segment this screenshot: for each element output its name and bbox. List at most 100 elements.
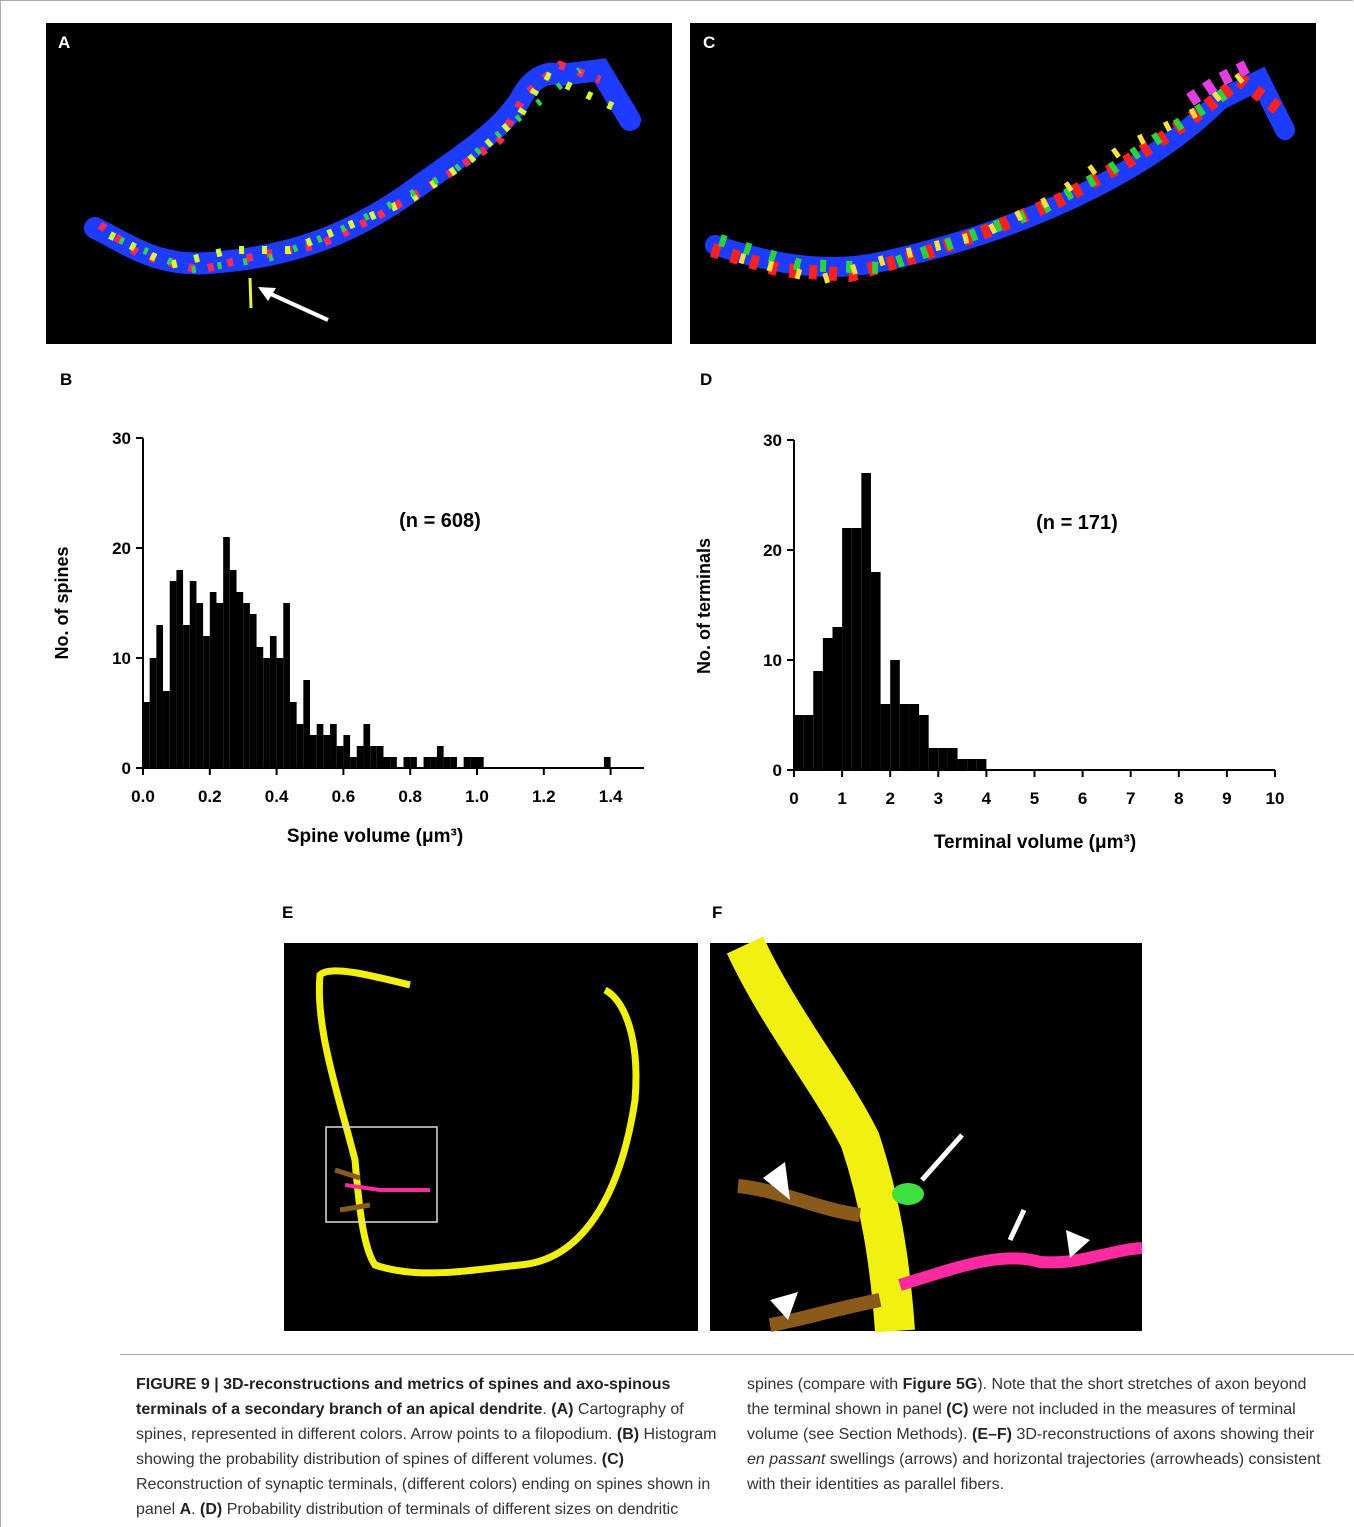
bar bbox=[423, 757, 431, 768]
bar bbox=[310, 735, 317, 768]
dendrite bbox=[315, 967, 640, 1277]
bar bbox=[330, 724, 337, 768]
bar bbox=[343, 735, 351, 768]
x-tick-label: 0 bbox=[789, 789, 798, 808]
y-tick-label: 30 bbox=[763, 431, 782, 450]
caption-text: . bbox=[542, 1401, 552, 1418]
spines bbox=[118, 67, 583, 274]
bar bbox=[383, 757, 391, 768]
bar bbox=[813, 671, 823, 770]
arrowhead bbox=[258, 287, 276, 301]
bar bbox=[236, 592, 244, 768]
bar bbox=[463, 757, 471, 768]
bar bbox=[967, 759, 977, 770]
bar bbox=[336, 746, 344, 768]
arrow bbox=[261, 288, 329, 322]
x-tick-label: 0.2 bbox=[198, 787, 222, 806]
y-tick-label: 20 bbox=[112, 539, 131, 558]
x-tick-label: 0.0 bbox=[131, 787, 155, 806]
bar bbox=[390, 757, 397, 768]
y-axis-title: No. of spines bbox=[52, 546, 72, 659]
y-tick-label: 0 bbox=[773, 761, 782, 780]
arrow bbox=[920, 1133, 964, 1182]
caption-text: (C) bbox=[946, 1401, 969, 1418]
caption-text: (A) bbox=[551, 1401, 574, 1418]
bar bbox=[249, 614, 257, 768]
bar bbox=[323, 735, 331, 768]
bar bbox=[303, 680, 310, 768]
x-tick-label: 7 bbox=[1126, 789, 1135, 808]
terminals bbox=[718, 85, 1234, 275]
bar bbox=[832, 627, 843, 770]
bar bbox=[403, 757, 411, 768]
bar bbox=[209, 592, 217, 768]
bar bbox=[603, 757, 611, 768]
bar bbox=[363, 724, 371, 768]
terminals bbox=[710, 71, 1285, 283]
bar bbox=[450, 757, 457, 768]
caption-text: swellings (arrows) and horizontal trajec… bbox=[747, 1451, 1321, 1493]
x-tick-label: 1 bbox=[837, 789, 846, 808]
filopodium bbox=[248, 277, 253, 309]
panel-label: B bbox=[60, 370, 72, 389]
bar bbox=[163, 691, 170, 768]
caption-text: . bbox=[191, 1501, 201, 1518]
caption-text: Figure 5G bbox=[902, 1376, 978, 1393]
bar bbox=[870, 572, 881, 770]
dendrite bbox=[726, 936, 915, 1333]
bar bbox=[176, 570, 184, 768]
caption-text: Cartography of spines, represented in di… bbox=[136, 1401, 684, 1443]
bar bbox=[470, 757, 477, 768]
bar bbox=[189, 581, 197, 768]
bar bbox=[477, 757, 484, 768]
bar bbox=[316, 724, 324, 768]
bar bbox=[356, 746, 364, 768]
x-tick-label: 5 bbox=[1030, 789, 1039, 808]
bar bbox=[430, 757, 437, 768]
panel-label: A bbox=[58, 33, 70, 52]
x-tick-label: 1.2 bbox=[532, 787, 556, 806]
bar bbox=[183, 625, 190, 768]
caption-text: Probability distribution of terminals of… bbox=[222, 1376, 903, 1518]
bar bbox=[890, 660, 900, 770]
bar bbox=[276, 658, 284, 768]
x-tick-label: 10 bbox=[1266, 789, 1285, 808]
axon bbox=[898, 1242, 1143, 1291]
x-axis-title: Spine volume (μm³) bbox=[287, 826, 463, 847]
terminals bbox=[1186, 58, 1254, 106]
y-tick-label: 10 bbox=[112, 649, 131, 668]
bar bbox=[822, 638, 833, 770]
caption-text: en passant bbox=[747, 1451, 826, 1468]
bar bbox=[283, 603, 290, 768]
panel-label: E bbox=[282, 903, 293, 922]
caption-text: Reconstruction of synaptic terminals, (d… bbox=[136, 1476, 711, 1518]
x-tick-label: 0.4 bbox=[265, 787, 289, 806]
bar bbox=[976, 759, 987, 770]
bar bbox=[203, 636, 210, 768]
x-tick-label: 6 bbox=[1078, 789, 1087, 808]
bar bbox=[149, 658, 157, 768]
axon bbox=[344, 1183, 430, 1192]
bar bbox=[947, 748, 958, 770]
bar bbox=[794, 715, 804, 770]
annotation: (n = 171) bbox=[1036, 512, 1118, 534]
bar bbox=[842, 528, 852, 770]
zoom-box bbox=[325, 1126, 438, 1223]
bar bbox=[256, 647, 264, 768]
bar bbox=[263, 658, 270, 768]
bar bbox=[269, 636, 277, 768]
arrow bbox=[1007, 1208, 1027, 1242]
bar bbox=[803, 715, 814, 770]
bar bbox=[880, 704, 891, 770]
x-tick-label: 2 bbox=[885, 789, 894, 808]
bar bbox=[919, 715, 929, 770]
x-tick-label: 1.4 bbox=[599, 787, 623, 806]
spines bbox=[97, 60, 602, 275]
bar bbox=[143, 702, 150, 768]
bar bbox=[928, 748, 939, 770]
bouton bbox=[892, 1183, 924, 1205]
caption-text: (B) bbox=[616, 1426, 640, 1443]
bar bbox=[289, 702, 297, 768]
bar bbox=[229, 570, 237, 768]
